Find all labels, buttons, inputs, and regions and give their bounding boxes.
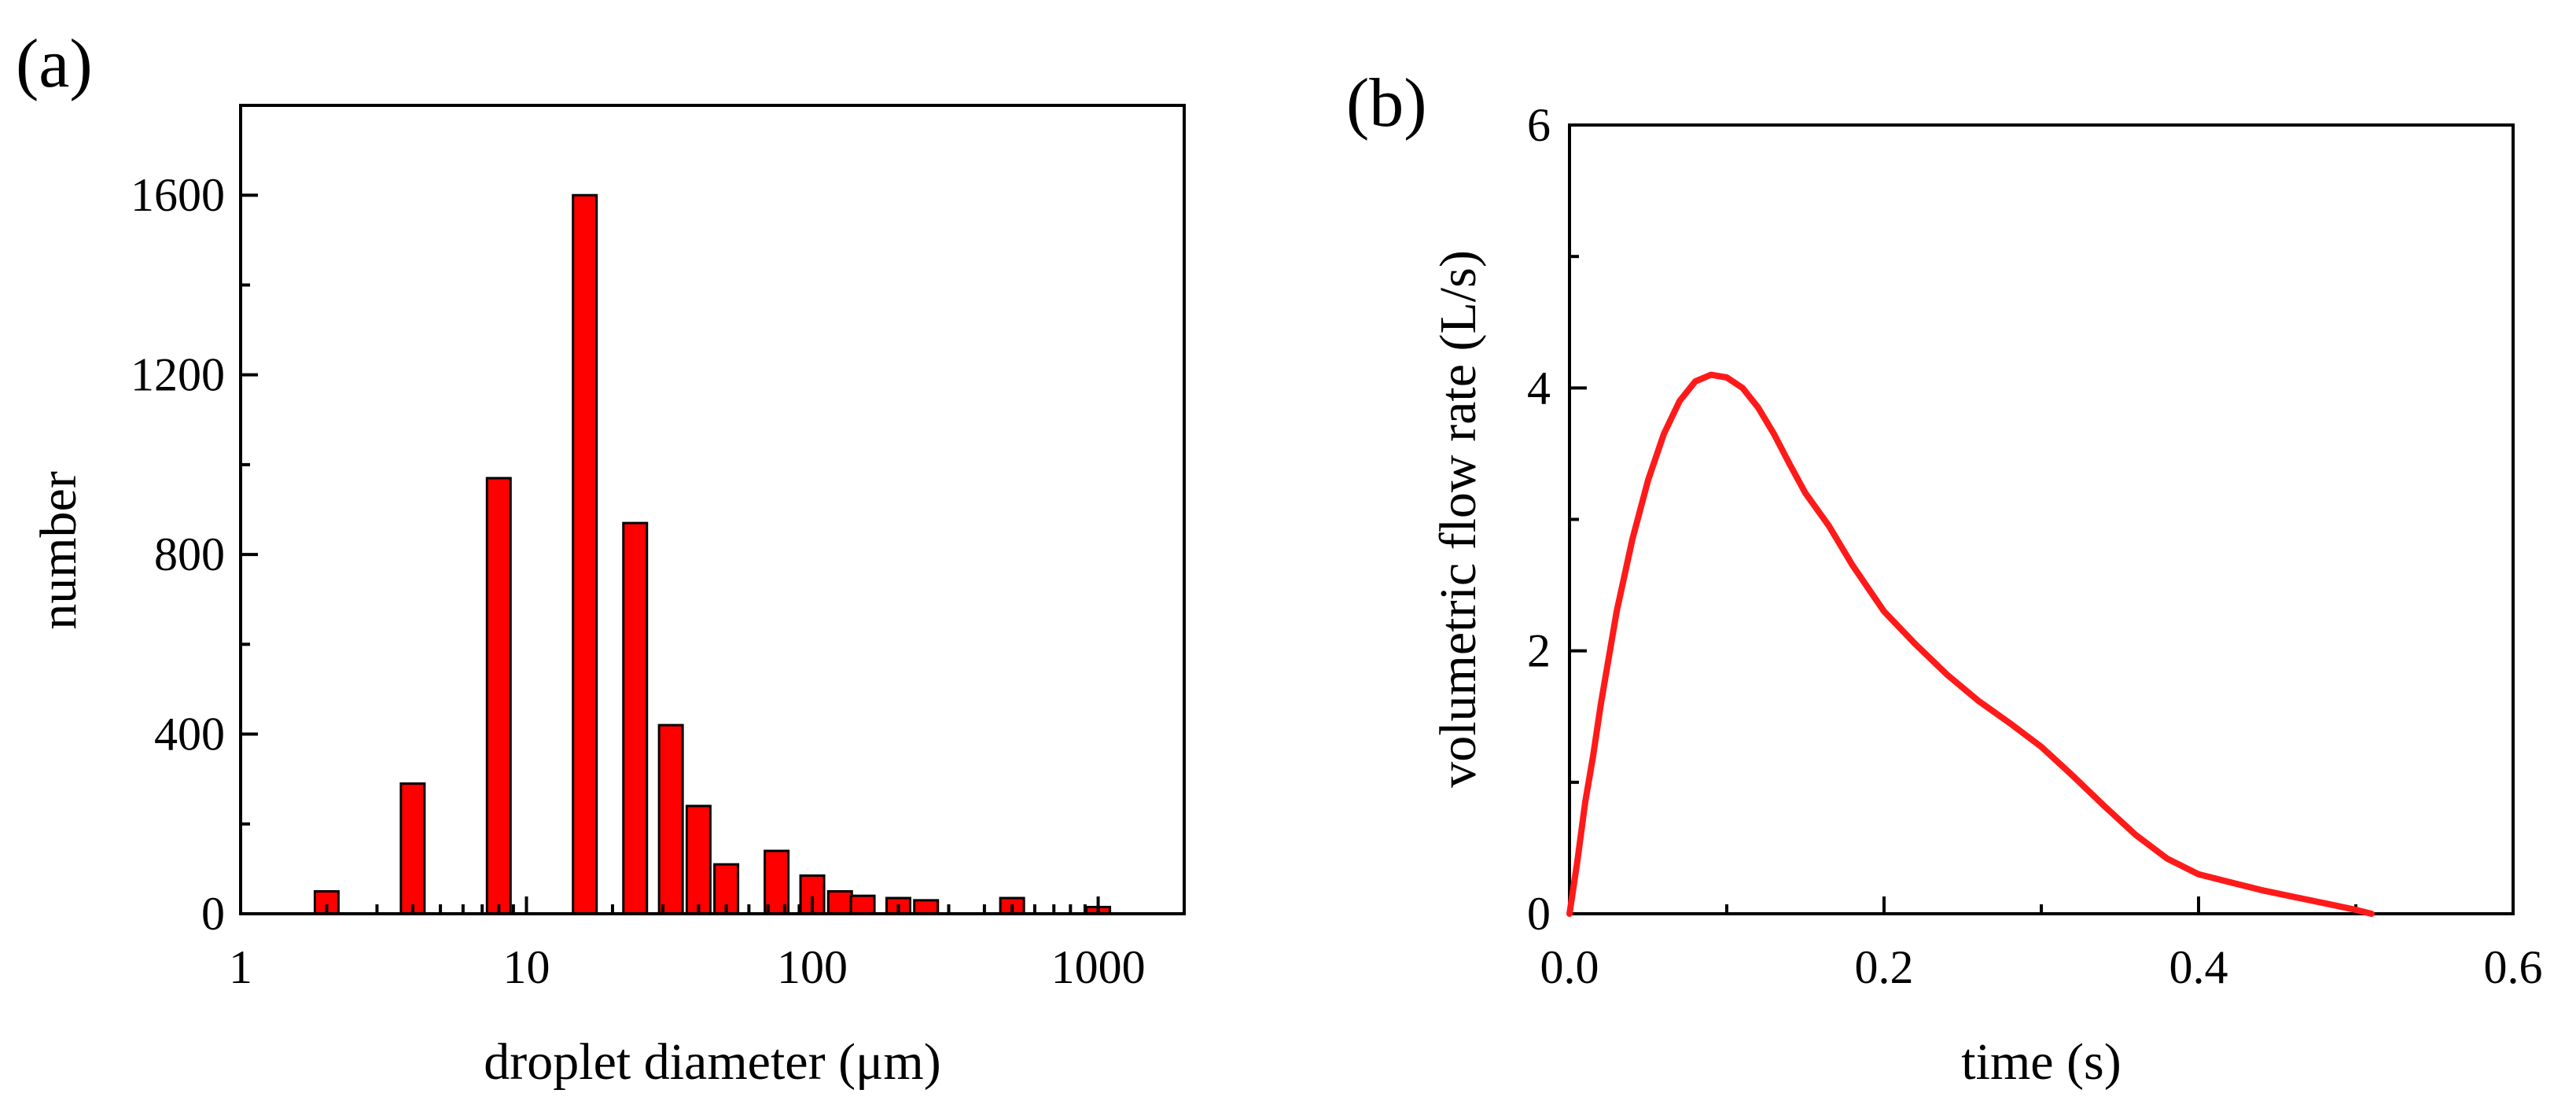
- bar-32: [657, 723, 684, 915]
- y-tick-labels-a: 0 400 800 1200 1600: [131, 169, 225, 940]
- y-axis-label-b: volumetric flow rate (L/s): [1430, 250, 1487, 788]
- plot-frame-a: [239, 104, 1186, 915]
- y-tick-label: 800: [154, 528, 225, 580]
- x-tick-label: 0.2: [1855, 941, 1914, 993]
- flow-rate-curve: [1566, 371, 2375, 917]
- y-tick-label: 0: [201, 888, 225, 940]
- axis-ticks-a: [239, 104, 1186, 915]
- bar-40: [685, 804, 712, 915]
- y-tick-label: 400: [154, 709, 225, 760]
- histogram-bars: [313, 193, 1112, 915]
- x-axis-label-b: time (s): [1961, 1033, 2121, 1091]
- plot-frame-b: [1568, 123, 2515, 915]
- y-tick-label: 2: [1527, 625, 1551, 677]
- x-axis-label-a: droplet diameter (μm): [484, 1033, 941, 1091]
- panel-a: (a) 1 10 100 1000 0 400 800 1200 1600 droplet d…: [16, 26, 1186, 1091]
- y-tick-label: 6: [1527, 99, 1551, 151]
- x-tick-label: 100: [777, 941, 848, 993]
- x-tick-label: 10: [503, 941, 550, 993]
- y-tick-label: 1200: [131, 349, 225, 401]
- x-tick-label: 1: [229, 941, 252, 993]
- x-tick-label: 0.0: [1540, 941, 1599, 993]
- x-tick-label: 1000: [1051, 941, 1146, 993]
- x-tick-labels-b: 0.0 0.2 0.4 0.6: [1540, 941, 2543, 993]
- x-tick-labels-a: 1 10 100 1000: [229, 941, 1146, 993]
- bar-16: [572, 193, 598, 915]
- bar-4: [399, 782, 426, 915]
- y-tick-label: 1600: [131, 169, 225, 221]
- panel-label-b: (b): [1346, 65, 1427, 142]
- x-tick-label: 0.4: [2169, 941, 2228, 993]
- bar-125: [826, 889, 853, 915]
- panel-label-a: (a): [16, 26, 93, 102]
- y-tick-labels-b: 0 2 4 6: [1527, 99, 1551, 940]
- y-tick-label: 0: [1527, 888, 1551, 940]
- bar-24: [622, 521, 649, 915]
- bar-250: [913, 899, 940, 915]
- panel-b: (b) 0.0 0.2 0.4 0.6 0 2 4 6 time (s) volumetri…: [1346, 65, 2543, 1091]
- y-axis-label-a: number: [30, 471, 87, 630]
- x-tick-label: 0.6: [2484, 941, 2543, 993]
- bar-150: [849, 894, 876, 915]
- y-tick-label: 4: [1527, 362, 1551, 414]
- bar-8: [485, 477, 512, 915]
- axis-ticks-b: [1568, 123, 2515, 915]
